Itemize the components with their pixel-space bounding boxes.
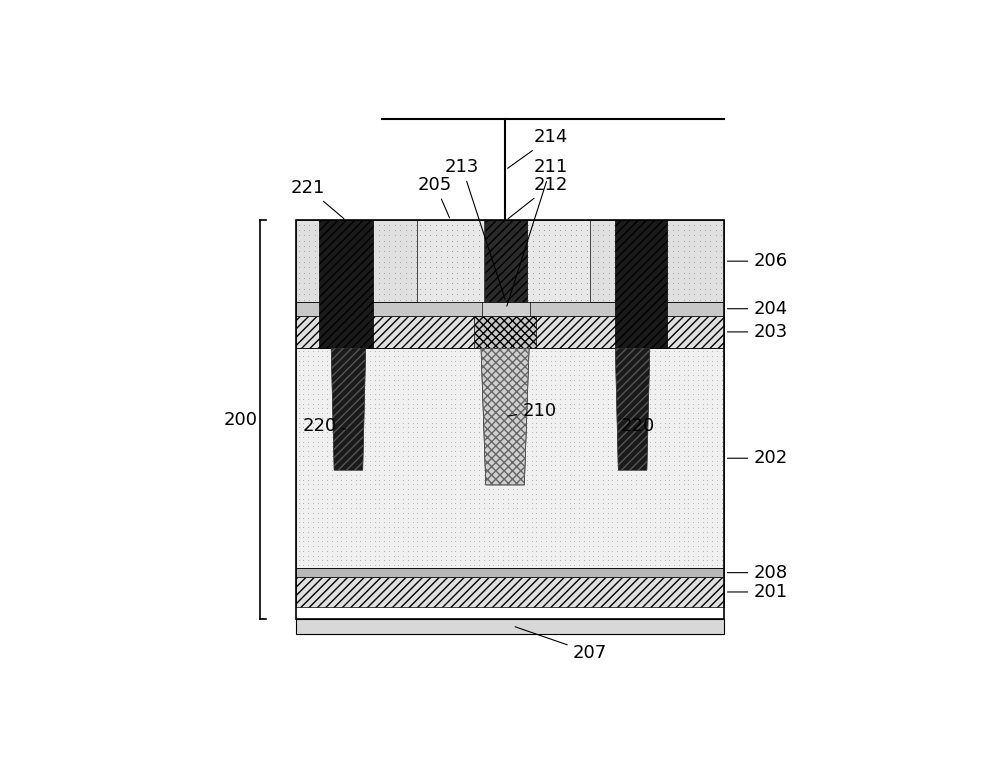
Bar [319,221,373,348]
Bar [417,221,484,302]
Text: 201: 201 [727,583,787,601]
Bar [615,221,667,348]
Bar [485,221,527,302]
Text: 202: 202 [727,449,787,467]
Text: 208: 208 [727,564,787,581]
Bar [296,221,724,618]
Text: 204: 204 [727,300,787,318]
Text: 205: 205 [418,176,452,218]
Text: 206: 206 [727,252,787,270]
Bar [296,221,724,302]
Bar [296,221,724,302]
Text: 207: 207 [515,627,607,662]
Bar [296,302,724,316]
Bar [482,302,530,316]
Text: 210: 210 [508,401,556,420]
Bar [296,618,724,634]
Text: 203: 203 [727,323,787,341]
Text: 200: 200 [223,411,257,428]
Bar [296,316,724,348]
Bar [296,348,724,568]
Text: 212: 212 [508,176,568,218]
Text: 214: 214 [508,128,568,168]
Text: 220: 220 [620,417,654,435]
Text: 221: 221 [290,179,344,218]
Text: 211: 211 [507,158,568,306]
Polygon shape [331,348,366,470]
Polygon shape [481,348,529,485]
Text: 220: 220 [302,417,346,435]
Bar [296,577,724,607]
Bar [526,221,590,302]
Polygon shape [615,348,650,470]
Bar [296,568,724,577]
Bar [474,316,536,348]
Bar [296,348,724,568]
Bar [296,221,724,618]
Text: 213: 213 [445,158,505,300]
